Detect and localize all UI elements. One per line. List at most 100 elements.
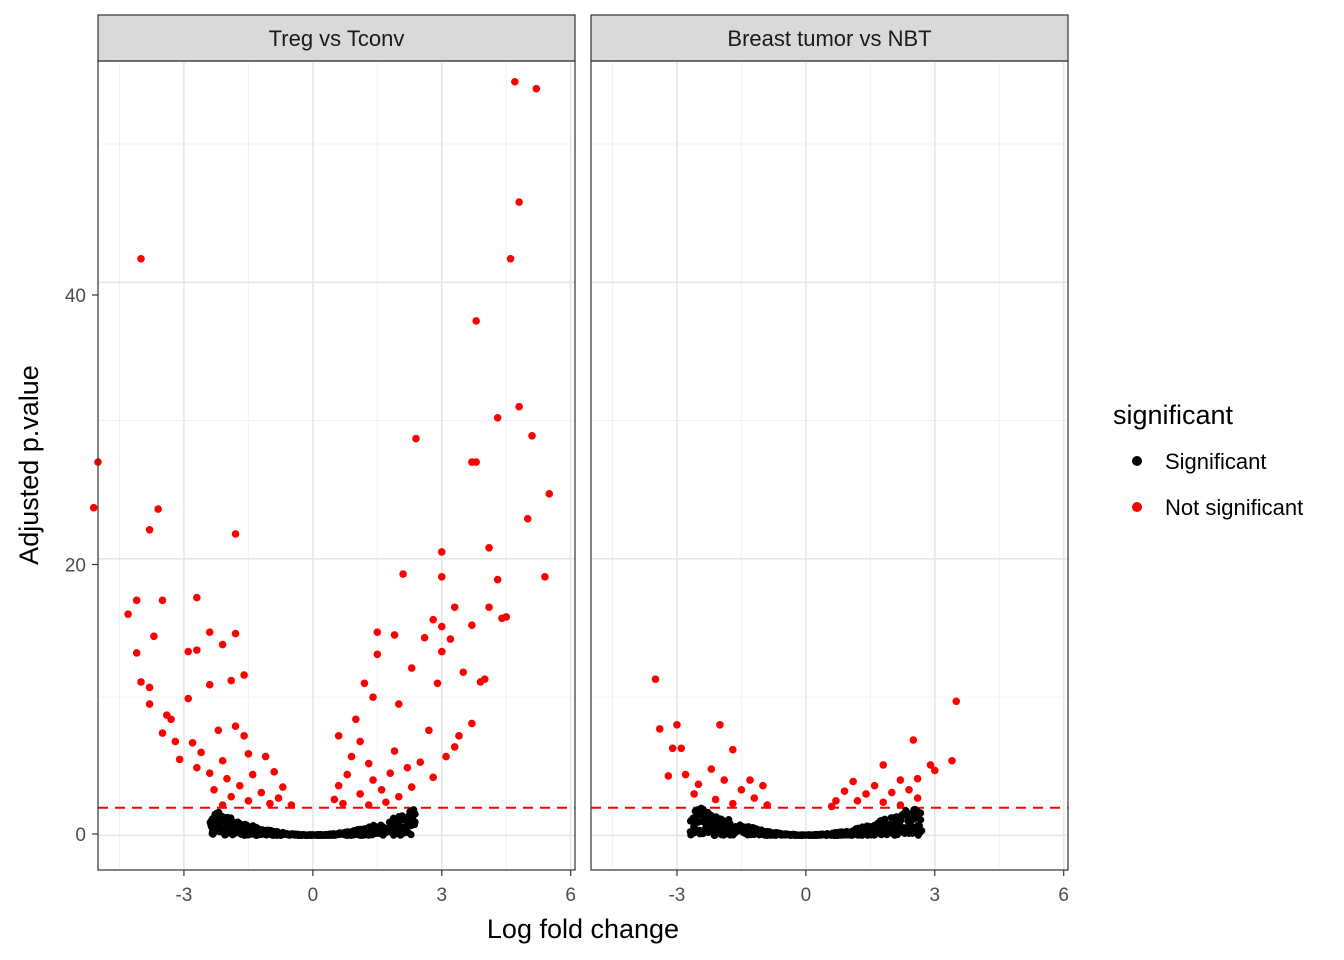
not-significant-point [137, 254, 145, 263]
not-significant-point [373, 628, 382, 636]
y-axis: 0 20 40 [65, 286, 98, 846]
not-significant-point [377, 785, 386, 794]
not-significant-point [154, 505, 162, 513]
not-significant-point [231, 629, 240, 638]
significant-point [376, 824, 384, 832]
not-significant-point [716, 720, 724, 729]
not-significant-point [515, 198, 523, 206]
not-significant-point [150, 632, 158, 641]
not-significant-point [416, 758, 425, 766]
not-significant-point [668, 744, 677, 753]
significant-point [895, 829, 903, 837]
panel-treg-vs-tconv: Treg vs Tconv [89, 14, 576, 871]
not-significant-point [437, 622, 446, 631]
not-significant-point [681, 770, 690, 779]
significant-point [915, 829, 924, 837]
not-significant-point [720, 776, 729, 784]
not-significant-point [205, 628, 214, 636]
not-significant-point [532, 84, 541, 93]
not-significant-point [158, 729, 167, 737]
panel-border [590, 60, 1069, 871]
legend-title: significant [1113, 400, 1234, 430]
not-significant-point [437, 548, 446, 556]
not-significant-point [205, 769, 214, 777]
not-significant-point [420, 633, 429, 642]
not-significant-point [459, 668, 468, 677]
not-significant-point [124, 610, 132, 618]
not-significant-point [382, 798, 390, 807]
panel-gridlines [591, 61, 1068, 870]
x-tick-label: 6 [565, 885, 576, 906]
not-significant-point [485, 603, 493, 612]
significant-point [796, 831, 805, 839]
not-significant-point [429, 615, 437, 624]
significant-point [883, 831, 891, 839]
significant-point [208, 823, 216, 831]
not-significant-point [472, 458, 480, 466]
significant-point [917, 816, 925, 824]
not-significant-point [132, 649, 141, 657]
significant-point [290, 830, 298, 838]
not-significant-point [158, 596, 167, 605]
not-significant-point [145, 700, 154, 708]
not-significant-point [390, 631, 399, 639]
not-significant-point [502, 613, 511, 621]
significant-point [306, 831, 315, 839]
significant-point [730, 824, 738, 832]
significant-point [698, 817, 706, 826]
x-tick-label: 6 [1058, 885, 1069, 906]
y-tick-label: 0 [75, 825, 86, 846]
legend: significant Significant Not significant [1113, 400, 1303, 520]
significant-point [212, 810, 220, 819]
not-significant-point [729, 745, 737, 754]
not-significant-point [386, 769, 395, 777]
significant-point [813, 830, 821, 839]
not-significant-point [231, 530, 240, 538]
not-significant-point [913, 794, 922, 802]
not-significant-point [528, 431, 536, 440]
significant-point [392, 821, 400, 829]
significant-point [283, 829, 291, 838]
significant-point [259, 829, 267, 838]
not-significant-point [832, 797, 840, 805]
not-significant-point [270, 768, 278, 776]
not-significant-point [429, 773, 437, 782]
not-significant-point [210, 785, 218, 794]
significant-point [722, 819, 731, 828]
significant-point [787, 831, 796, 839]
not-significant-point [360, 679, 369, 688]
not-significant-point [278, 783, 287, 791]
significant-point [403, 817, 411, 825]
significant-point [696, 826, 704, 834]
significant-point [337, 829, 345, 837]
x-tick-label: 0 [801, 885, 812, 906]
significant-point [209, 830, 217, 838]
significant-point [727, 830, 735, 838]
not-significant-point [485, 543, 493, 552]
not-significant-point [952, 697, 961, 706]
significant-point [299, 831, 307, 839]
not-significant-point [373, 650, 382, 659]
significant-point [689, 814, 697, 822]
significant-point [773, 829, 782, 837]
not-significant-point [356, 790, 364, 798]
not-significant-point [205, 680, 214, 689]
significant-point [243, 821, 251, 829]
not-significant-point [862, 790, 870, 798]
significant-point [805, 831, 813, 839]
not-significant-point [506, 254, 515, 263]
not-significant-point [287, 801, 296, 809]
not-significant-point [879, 761, 888, 769]
not-significant-point [905, 785, 913, 794]
not-significant-point [870, 781, 879, 790]
not-significant-point [472, 317, 480, 325]
legend-label-significant: Significant [1165, 449, 1267, 474]
not-significant-point [407, 664, 416, 672]
not-significant-point [261, 752, 270, 761]
significant-point [382, 828, 390, 837]
significant-point [906, 818, 914, 826]
significant-point [218, 817, 226, 826]
significant-point [221, 831, 229, 839]
panel-points [651, 675, 961, 840]
not-significant-point [343, 770, 352, 779]
